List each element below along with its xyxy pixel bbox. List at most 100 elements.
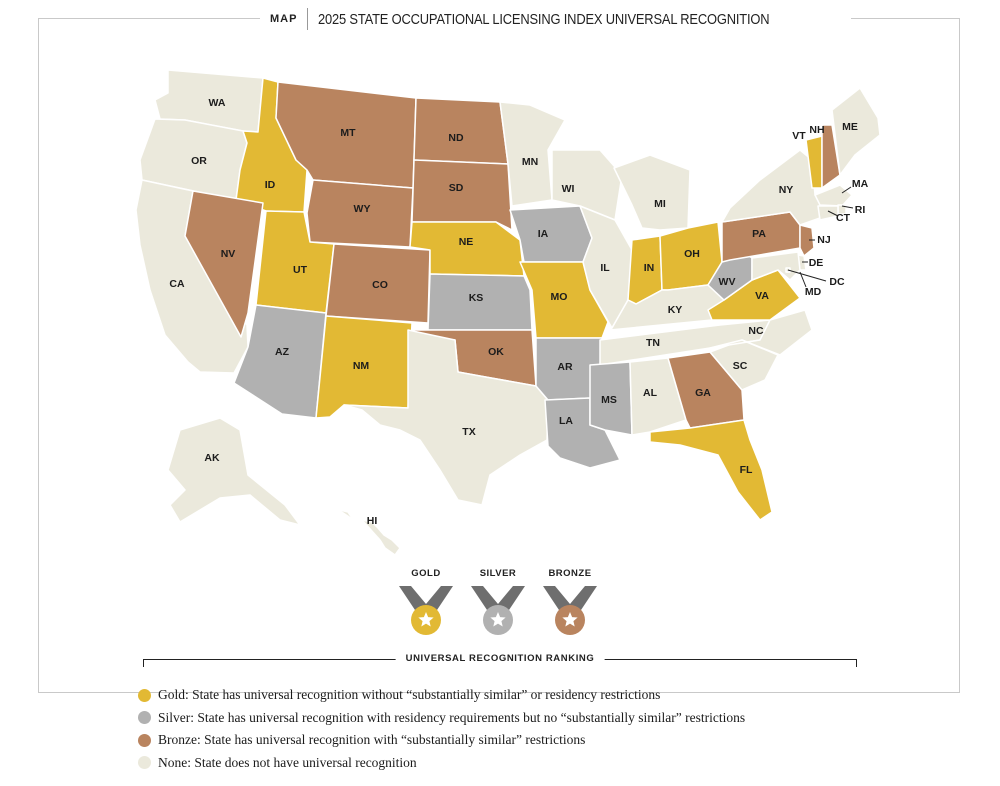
medal-label-gold: GOLD	[411, 568, 440, 579]
state-label-dc: DC	[829, 276, 845, 288]
state-mn	[499, 101, 566, 207]
state-label-il: IL	[600, 262, 610, 274]
state-label-wy: WY	[354, 203, 371, 215]
state-label-md: MD	[805, 286, 822, 298]
leader-line-ma	[841, 186, 852, 194]
state-label-ga: GA	[695, 387, 711, 399]
state-label-pa: PA	[752, 228, 766, 240]
leader-line-dc	[787, 269, 827, 282]
leader-line-ri	[841, 205, 854, 209]
state-label-nj: NJ	[817, 234, 831, 246]
state-md	[751, 251, 801, 281]
frame-top-left-rule	[38, 18, 260, 19]
state-ms	[589, 361, 633, 436]
state-label-nv: NV	[221, 248, 236, 260]
ranking-bar: UNIVERSAL RECOGNITION RANKING	[143, 653, 857, 667]
medal-label-bronze: BRONZE	[548, 568, 591, 579]
state-label-de: DE	[809, 257, 824, 269]
state-label-tn: TN	[646, 337, 660, 349]
state-label-mt: MT	[340, 127, 356, 139]
state-label-ne: NE	[459, 236, 474, 248]
state-hi	[339, 509, 401, 556]
state-label-mo: MO	[551, 291, 568, 303]
state-label-ky: KY	[668, 304, 683, 316]
state-label-nm: NM	[353, 360, 370, 372]
state-label-tx: TX	[462, 426, 475, 438]
legend-item-gold: Gold: State has universal recognition wi…	[138, 684, 745, 707]
state-label-sd: SD	[449, 182, 464, 194]
state-label-ut: UT	[293, 264, 308, 276]
star-icon	[490, 612, 506, 627]
state-label-id: ID	[265, 179, 276, 191]
state-label-az: AZ	[275, 346, 290, 358]
legend-swatch-silver	[138, 711, 151, 725]
state-tx	[343, 329, 549, 506]
state-nj	[799, 224, 815, 257]
medal-bronze: BRONZE	[543, 568, 597, 635]
map-frame	[38, 18, 960, 693]
state-me	[831, 87, 881, 176]
legend-item-silver: Silver: State has universal recognition …	[138, 707, 745, 730]
state-label-sc: SC	[733, 360, 748, 372]
state-label-nd: ND	[448, 132, 464, 144]
state-label-vt: VT	[792, 130, 806, 142]
state-label-ok: OK	[488, 346, 504, 358]
state-ky	[609, 284, 725, 331]
legend: Gold: State has universal recognition wi…	[138, 684, 745, 774]
header-separator	[307, 8, 309, 30]
star-icon	[418, 612, 434, 627]
state-label-va: VA	[755, 290, 769, 302]
state-label-ct: CT	[836, 212, 851, 224]
state-sd	[411, 159, 513, 231]
state-fl	[649, 419, 773, 521]
state-label-wa: WA	[209, 97, 226, 109]
state-label-nc: NC	[748, 325, 764, 337]
state-ia	[509, 205, 593, 263]
state-label-mn: MN	[522, 156, 538, 168]
legend-item-none: None: State does not have universal reco…	[138, 752, 745, 775]
state-label-nh: NH	[809, 124, 824, 136]
legend-swatch-none	[138, 756, 151, 770]
state-nv	[184, 190, 264, 338]
state-ct	[817, 205, 839, 221]
state-label-wv: WV	[719, 276, 736, 288]
state-wy	[306, 179, 414, 248]
state-ks	[427, 273, 533, 331]
state-label-fl: FL	[740, 464, 753, 476]
state-label-ny: NY	[779, 184, 794, 196]
state-al	[629, 357, 687, 436]
state-ak	[167, 417, 301, 526]
legend-text-gold: Gold: State has universal recognition wi…	[158, 687, 661, 703]
state-nc	[709, 309, 813, 356]
state-label-ks: KS	[469, 292, 484, 304]
state-label-me: ME	[842, 121, 858, 133]
state-label-al: AL	[643, 387, 658, 399]
state-label-ak: AK	[204, 452, 220, 464]
ranking-title: UNIVERSAL RECOGNITION RANKING	[395, 653, 605, 664]
state-label-ms: MS	[601, 394, 617, 406]
legend-text-silver: Silver: State has universal recognition …	[158, 709, 746, 725]
legend-swatch-bronze	[138, 733, 151, 747]
legend-item-bronze: Bronze: State has universal recognition …	[138, 729, 745, 752]
state-label-hi: HI	[367, 515, 378, 527]
state-az	[233, 304, 327, 419]
state-label-ar: AR	[557, 361, 573, 373]
state-label-wi: WI	[562, 183, 575, 195]
leader-line-ct	[827, 210, 839, 217]
map-header: MAP 2025 STATE OCCUPATIONAL LICENSING IN…	[262, 8, 852, 30]
medal-ribbon-silver	[471, 586, 525, 616]
state-label-in: IN	[644, 262, 655, 274]
star-icon	[562, 612, 578, 627]
legend-text-none: None: State does not have universal reco…	[158, 754, 417, 770]
state-label-la: LA	[559, 415, 573, 427]
state-ma	[814, 184, 853, 207]
medal-row: GOLD SILVER BRONZE	[399, 568, 597, 635]
state-label-ma: MA	[852, 178, 869, 190]
map-title: 2025 STATE OCCUPATIONAL LICENSING INDEX …	[318, 10, 770, 28]
state-label-ri: RI	[855, 204, 866, 216]
legend-text-bronze: Bronze: State has universal recognition …	[158, 732, 586, 748]
map-tag: MAP	[270, 13, 298, 25]
medal-ribbon-bronze	[543, 586, 597, 616]
medal-ribbon-gold	[399, 586, 453, 616]
